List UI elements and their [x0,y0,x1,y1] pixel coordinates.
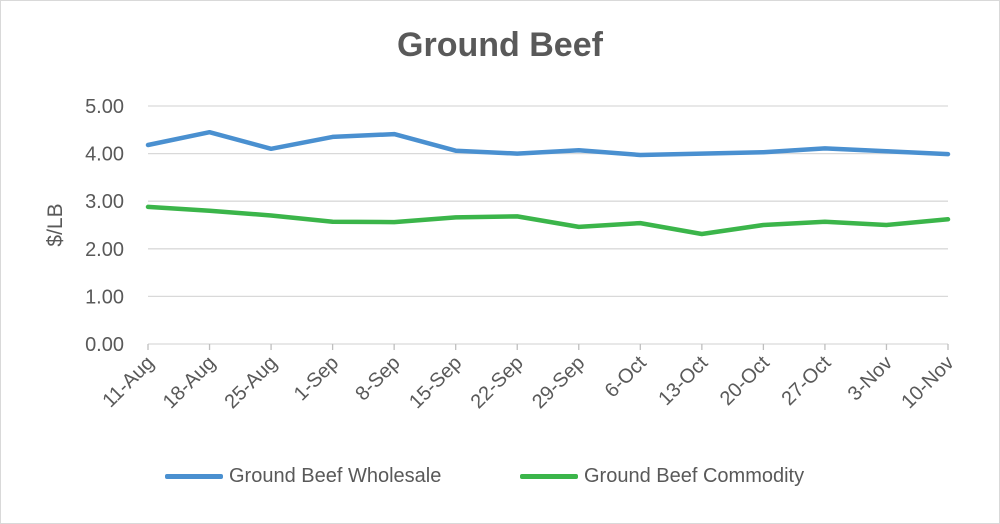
x-axis-ticks: 11-Aug 18-Aug 25-Aug 1-Sep 8-Sep 15-Sep 22-Sep… [98,344,959,413]
x-tick-label: 27-Oct [777,352,835,410]
x-tick-label: 3-Nov [844,352,897,405]
y-axis-label: $/LB [44,203,67,246]
x-tick-label: 1-Sep [290,352,343,405]
gridlines [148,105,948,345]
x-tick-label: 29-Sep [528,352,589,413]
chart-title: Ground Beef [397,26,603,64]
x-tick-label: 22-Sep [467,352,528,413]
legend: Ground Beef Wholesale Ground Beef Commod… [0,460,1000,492]
x-tick-label: 8-Sep [351,352,404,405]
legend-item-wholesale: Ground Beef Wholesale [165,460,441,492]
x-tick-label: 20-Oct [716,352,774,410]
y-axis-ticks: 0.00 1.00 2.00 3.00 4.00 5.00 [85,96,124,356]
legend-swatch-wholesale [165,473,223,479]
x-tick-label: 13-Oct [654,352,712,410]
x-tick-label: 18-Aug [159,352,220,413]
legend-swatch-commodity [520,473,578,479]
x-tick-label: 15-Sep [405,352,466,413]
series-line-0 [145,129,951,158]
series-lines [145,129,951,237]
y-tick-label: 3.00 [85,191,124,213]
y-tick-label: 4.00 [85,144,124,166]
x-tick-label: 11-Aug [98,352,158,412]
y-tick-label: 1.00 [85,286,124,308]
legend-label-commodity: Ground Beef Commodity [584,464,805,487]
y-tick-label: 2.00 [85,239,124,261]
legend-label-wholesale: Ground Beef Wholesale [229,464,442,487]
x-tick-label: 6-Oct [601,352,651,402]
series-line-1 [145,204,951,237]
y-tick-label: 5.00 [85,96,124,118]
legend-item-commodity: Ground Beef Commodity [520,460,804,492]
y-tick-label: 0.00 [85,334,124,356]
x-tick-label: 25-Aug [220,352,281,413]
x-tick-label: 10-Nov [897,352,958,413]
